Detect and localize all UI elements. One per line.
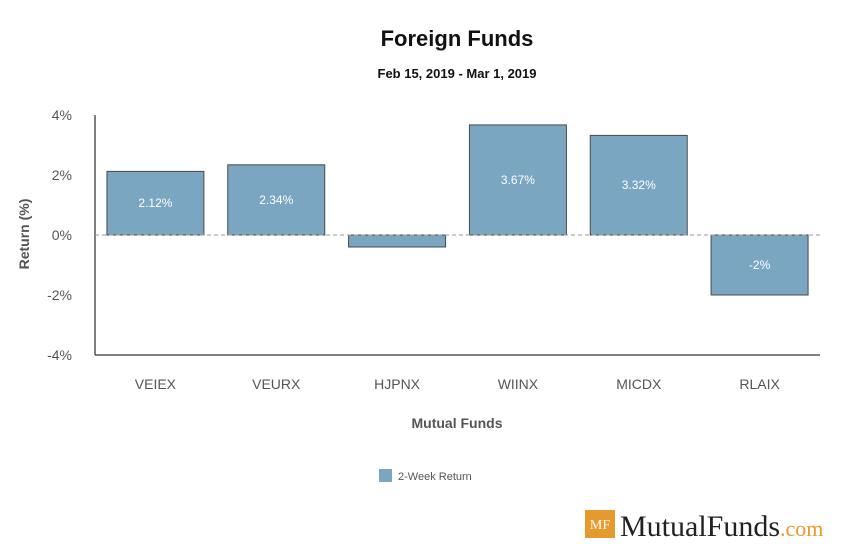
bar-data-label: -2% — [749, 258, 771, 272]
x-axis-ticks: VEIEX VEURX HJPNX WIINX MICDX RLAIX — [135, 376, 781, 392]
bar — [589, 134, 688, 236]
bar — [106, 170, 205, 236]
bar-data-label: 3.67% — [501, 173, 535, 187]
chart-title: Foreign Funds — [381, 26, 534, 51]
legend-swatch — [379, 469, 392, 482]
brand-logo: MF MutualFunds.com — [585, 510, 823, 543]
y-tick-label: 0% — [52, 227, 72, 243]
brand-wordmark: MutualFunds.com — [620, 510, 823, 543]
legend-label: 2-Week Return — [398, 471, 472, 483]
bar — [348, 234, 447, 248]
brand-badge-text: MF — [590, 518, 610, 533]
brand-name: MutualFunds — [620, 510, 780, 543]
y-tick-label: -4% — [47, 347, 72, 363]
bars — [106, 124, 809, 296]
bar-data-label: 2.12% — [138, 196, 172, 210]
bar — [710, 234, 809, 296]
bar — [468, 124, 567, 236]
bar — [227, 164, 326, 236]
y-tick-label: -2% — [47, 287, 72, 303]
y-tick-label: 4% — [52, 107, 72, 123]
y-axis-ticks: 4% 2% 0% -2% -4% — [47, 107, 72, 363]
x-axis-title: Mutual Funds — [412, 415, 503, 431]
bar-data-label: 3.32% — [622, 178, 656, 192]
y-axis-title: Return (%) — [16, 199, 32, 270]
chart-subtitle: Feb 15, 2019 - Mar 1, 2019 — [378, 66, 537, 81]
brand-suffix: .com — [780, 516, 823, 541]
x-tick-label: WIINX — [498, 376, 539, 392]
brand-badge — [585, 510, 615, 538]
legend: 2-Week Return — [379, 469, 472, 483]
bar-labels: 2.12% 2.34% 3.67% 3.32% -2% — [138, 173, 770, 272]
bar-data-label: 2.34% — [259, 193, 293, 207]
x-tick-label: VEURX — [252, 376, 301, 392]
y-tick-label: 2% — [52, 167, 72, 183]
x-tick-label: RLAIX — [739, 376, 780, 392]
x-tick-label: HJPNX — [374, 376, 421, 392]
x-tick-label: MICDX — [616, 376, 662, 392]
x-tick-label: VEIEX — [135, 376, 177, 392]
